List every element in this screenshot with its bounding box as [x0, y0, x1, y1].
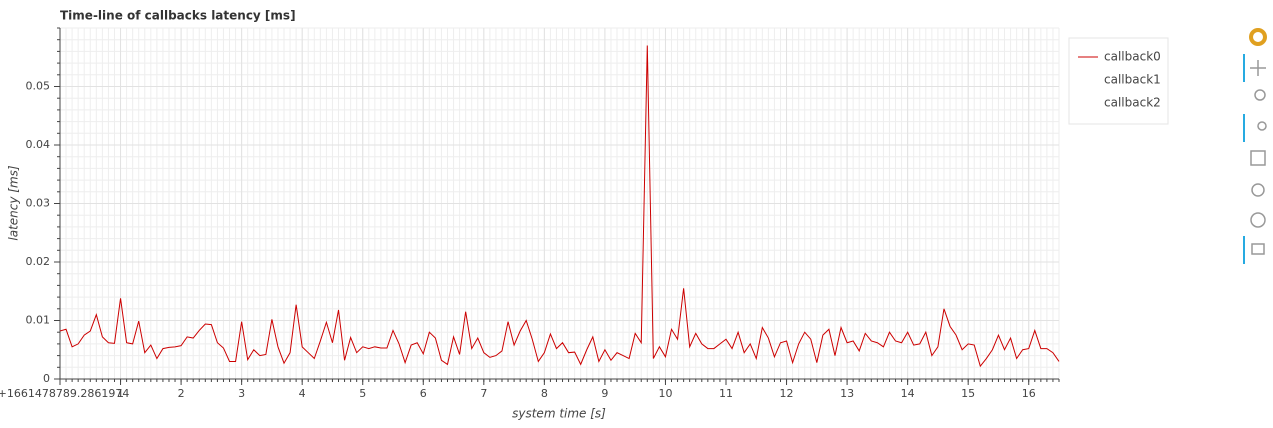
- y-tick-label: 0.03: [26, 197, 51, 210]
- help-tool[interactable]: [1250, 212, 1266, 228]
- x-tick-label: 10: [658, 387, 672, 400]
- x-axis-label: system time [s]: [512, 407, 606, 421]
- x-tick-label: 13: [840, 387, 854, 400]
- x-tick-label: 9: [601, 387, 608, 400]
- reset-tool[interactable]: [1251, 183, 1265, 197]
- x-tick-label: 0+1661478789.2861974: [0, 387, 129, 400]
- legend-label: callback2: [1104, 96, 1161, 110]
- legend-label: callback1: [1104, 73, 1161, 87]
- x-tick-label: 2: [178, 387, 185, 400]
- hover-tool[interactable]: [1251, 243, 1265, 255]
- y-tick-label: 0.01: [26, 314, 51, 327]
- legend-label: callback0: [1104, 50, 1161, 64]
- legend-box: [1068, 37, 1169, 125]
- wheel-zoom-tool[interactable]: [1257, 121, 1267, 131]
- y-tick-label: 0.04: [26, 138, 51, 151]
- x-tick-label: 11: [719, 387, 733, 400]
- y-tick-label: 0.02: [26, 255, 51, 268]
- x-tick-label: 16: [1022, 387, 1036, 400]
- toolbar: [1243, 28, 1267, 264]
- y-axis-label: latency [ms]: [7, 165, 21, 241]
- x-tick-label: 3: [238, 387, 245, 400]
- pan-tool[interactable]: [1250, 60, 1266, 76]
- y-tick-label: 0: [43, 372, 50, 385]
- x-tick-label: 12: [780, 387, 794, 400]
- save-tool[interactable]: [1250, 150, 1266, 166]
- x-tick-label: 14: [901, 387, 915, 400]
- y-tick-label: 0.05: [26, 80, 51, 93]
- x-tick-label: 15: [961, 387, 975, 400]
- zoom-tool[interactable]: [1254, 89, 1266, 101]
- x-tick-label: 7: [480, 387, 487, 400]
- bokeh-logo: [1249, 28, 1267, 46]
- x-tick-label: 1: [117, 387, 124, 400]
- chart-title: Time-line of callbacks latency [ms]: [60, 9, 296, 23]
- x-tick-label: 8: [541, 387, 548, 400]
- x-tick-label: 4: [299, 387, 306, 400]
- data-line: [59, 45, 1060, 368]
- x-tick-label: 6: [420, 387, 427, 400]
- x-tick-label: 5: [359, 387, 366, 400]
